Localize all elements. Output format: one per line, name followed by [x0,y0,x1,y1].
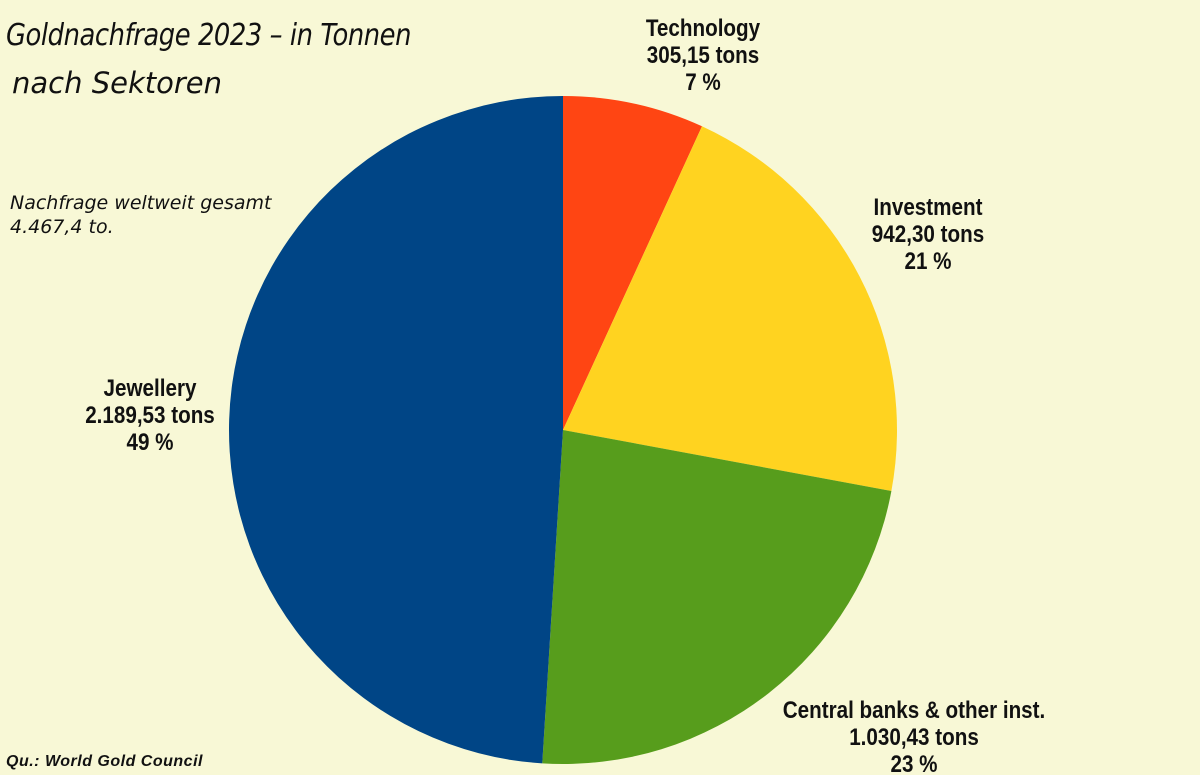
total-demand-note-line2: 4.467,4 to. [10,216,114,238]
slice-label-jewellery: Jewellery 2.189,53 tons 49 % [85,375,215,456]
total-demand-note: Nachfrage weltweit gesamt 4.467,4 to. [10,191,271,239]
total-demand-note-line1: Nachfrage weltweit gesamt [10,192,272,214]
chart-subtitle: nach Sektoren [12,66,222,100]
source-note: Qu.: World Gold Council [6,753,203,770]
pie-slice-technology [563,96,702,430]
slice-label-investment: Investment 942,30 tons 21 % [872,194,984,275]
pie-slice-jewellery [228,96,563,764]
chart-title: Goldnachfrage 2023 – in Tonnen [6,18,412,53]
slice-label-technology: Technology 305,15 tons 7 % [646,15,761,96]
pie-slice-central-banks-other-inst [542,430,892,764]
slice-label-central-banks-other-inst: Central banks & other inst. 1.030,43 tons… [783,697,1046,775]
pie-slice-investment [563,126,897,492]
